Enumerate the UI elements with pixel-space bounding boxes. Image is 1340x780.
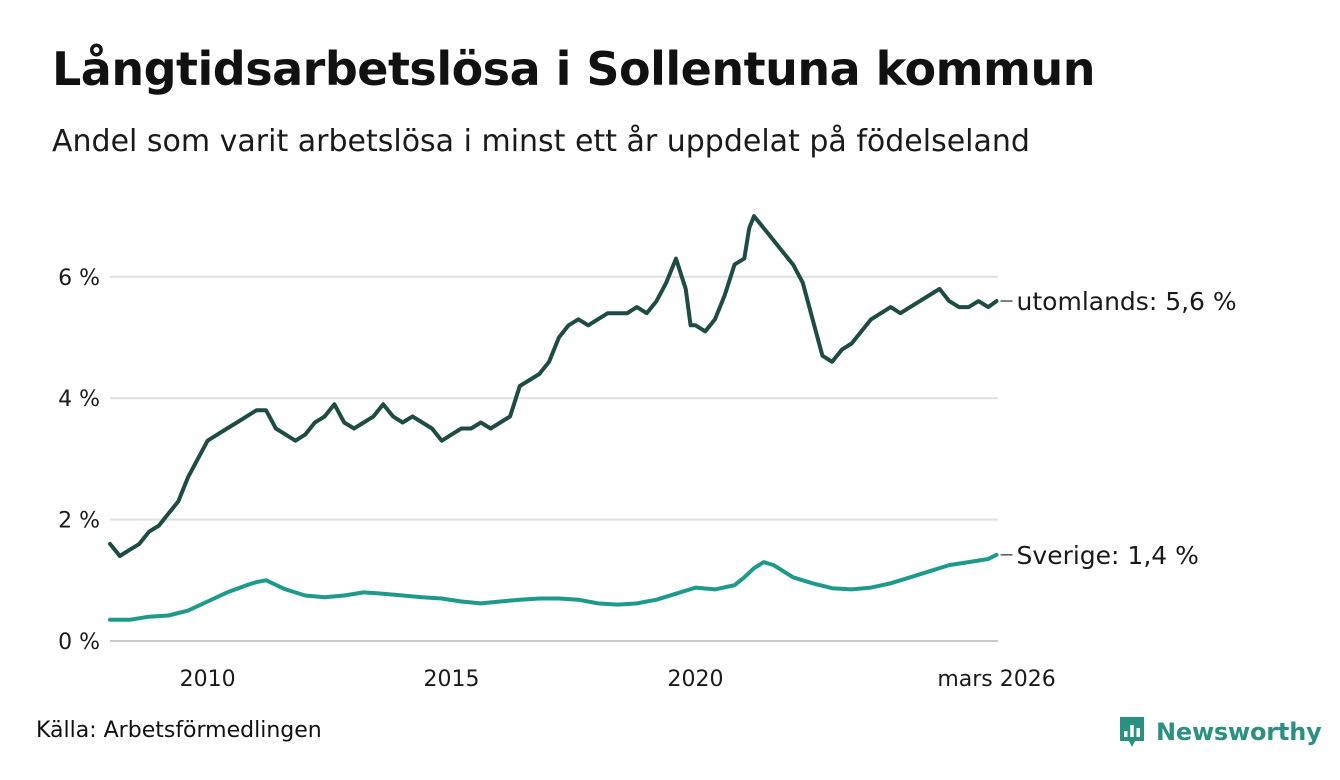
chart-subtitle: Andel som varit arbetslösa i minst ett å… (52, 124, 1030, 159)
axis-layer: 0 % 2 % 4 % 6 % 2010 2015 2020 mars 2026 (58, 266, 1056, 692)
y-tick-label: 0 % (58, 630, 100, 655)
x-tick-label: mars 2026 (937, 667, 1055, 692)
line-chart: 0 % 2 % 4 % 6 % 2010 2015 2020 mars 2026 utomla… (58, 214, 1237, 692)
end-label-sverige: Sverige: 1,4 % (1017, 541, 1199, 570)
grid-layer (110, 275, 998, 642)
series-layer (108, 214, 999, 622)
y-tick-label: 4 % (58, 387, 100, 412)
series-line-utomlands (108, 214, 999, 558)
series-line-sverige (108, 552, 999, 622)
x-tick-label: 2020 (667, 667, 723, 692)
source-note: Källa: Arbetsförmedlingen (36, 718, 322, 743)
y-tick-label: 6 % (58, 266, 100, 291)
newsworthy-logo-icon (1120, 717, 1144, 747)
brand-name: Newsworthy (1156, 718, 1322, 746)
newsworthy-brand[interactable]: Newsworthy (1118, 712, 1322, 752)
end-label-utomlands: utomlands: 5,6 % (1017, 287, 1237, 316)
x-tick-label: 2015 (424, 667, 480, 692)
x-tick-label: 2010 (180, 667, 236, 692)
end-label-layer: utomlands: 5,6 % Sverige: 1,4 % (1000, 287, 1237, 570)
chart-title: Långtidsarbetslösa i Sollentuna kommun (52, 42, 1095, 96)
y-tick-label: 2 % (58, 509, 100, 534)
